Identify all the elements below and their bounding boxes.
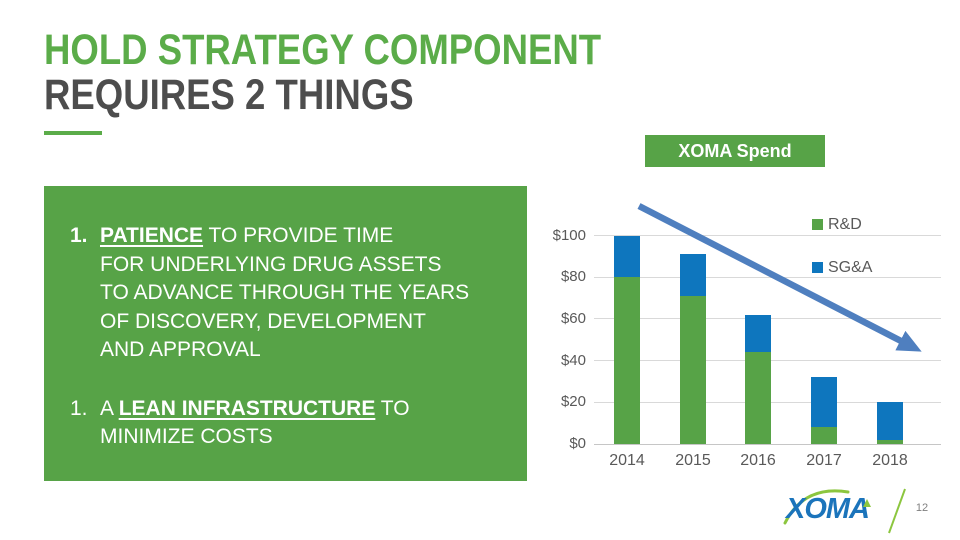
bar-segment-sga-2016 xyxy=(745,314,771,353)
gridline-100 xyxy=(594,235,941,236)
list-item-text: PATIENCE TO PROVIDE TIME FOR UNDERLYING … xyxy=(100,222,469,365)
y-axis-tick-label: $20 xyxy=(560,393,586,411)
page-title-line1: HOLD STRATEGY COMPONENT xyxy=(44,26,602,74)
list-item-number: 1. xyxy=(70,396,88,420)
legend-label-rd: R&D xyxy=(828,216,862,233)
bar-segment-rd-2017 xyxy=(811,427,837,444)
x-axis-label-2018: 2018 xyxy=(872,452,908,469)
list-item-text: A LEAN INFRASTRUCTURE TO MINIMIZE COSTS xyxy=(100,395,410,452)
bar-segment-sga-2015 xyxy=(680,254,706,296)
list-item-body: TO PROVIDE TIME FOR UNDERLYING DRUG ASSE… xyxy=(100,224,470,361)
list-item-number: 1. xyxy=(70,224,88,247)
y-axis-tick-label: $40 xyxy=(560,351,586,369)
gridline-0 xyxy=(594,443,941,445)
title-underline-accent xyxy=(44,131,102,135)
legend-label-sga: SG&A xyxy=(828,259,873,276)
gridline-80 xyxy=(594,276,941,278)
bar-segment-rd-2015 xyxy=(680,295,706,444)
legend-swatch-rd xyxy=(812,219,823,230)
x-axis-label-2014: 2014 xyxy=(609,452,645,469)
x-axis-label-2016: 2016 xyxy=(740,452,776,469)
chart-title-badge: XOMA Spend xyxy=(645,135,825,167)
bar-segment-sga-2017 xyxy=(811,377,837,428)
x-axis-label-2015: 2015 xyxy=(675,452,711,469)
list-item-emphasis: LEAN INFRASTRUCTURE xyxy=(118,396,376,420)
list-item-body: TO MINIMIZE COSTS xyxy=(100,396,410,449)
bar-segment-rd-2014 xyxy=(614,277,640,444)
key-points-panel: 1. PATIENCE TO PROVIDE TIME FOR UNDERLYI… xyxy=(44,186,527,481)
list-item-lead: A xyxy=(100,396,119,420)
legend-swatch-sga xyxy=(812,262,823,273)
bar-segment-rd-2016 xyxy=(745,352,771,444)
list-item-emphasis: PATIENCE xyxy=(100,224,204,247)
x-axis-label-2017: 2017 xyxy=(806,452,842,469)
list-item-lean-infrastructure: 1. A LEAN INFRASTRUCTURE TO MINIMIZE COS… xyxy=(70,395,513,452)
bar-segment-rd-2018 xyxy=(877,439,903,444)
y-axis-tick-label: $80 xyxy=(560,268,586,286)
y-axis-tick-label: $0 xyxy=(569,435,586,452)
y-axis-tick-label: $60 xyxy=(560,309,586,327)
page-title-line2: REQUIRES 2 THINGS xyxy=(44,71,414,119)
bar-segment-sga-2018 xyxy=(877,402,903,440)
list-item-patience: 1. PATIENCE TO PROVIDE TIME FOR UNDERLYI… xyxy=(70,222,513,365)
page-number: 12 xyxy=(915,502,929,514)
y-axis-tick-label: $100 xyxy=(552,226,586,244)
title-block: HOLD STRATEGY COMPONENT REQUIRES 2 THING… xyxy=(44,28,601,118)
bar-segment-sga-2014 xyxy=(614,235,640,278)
